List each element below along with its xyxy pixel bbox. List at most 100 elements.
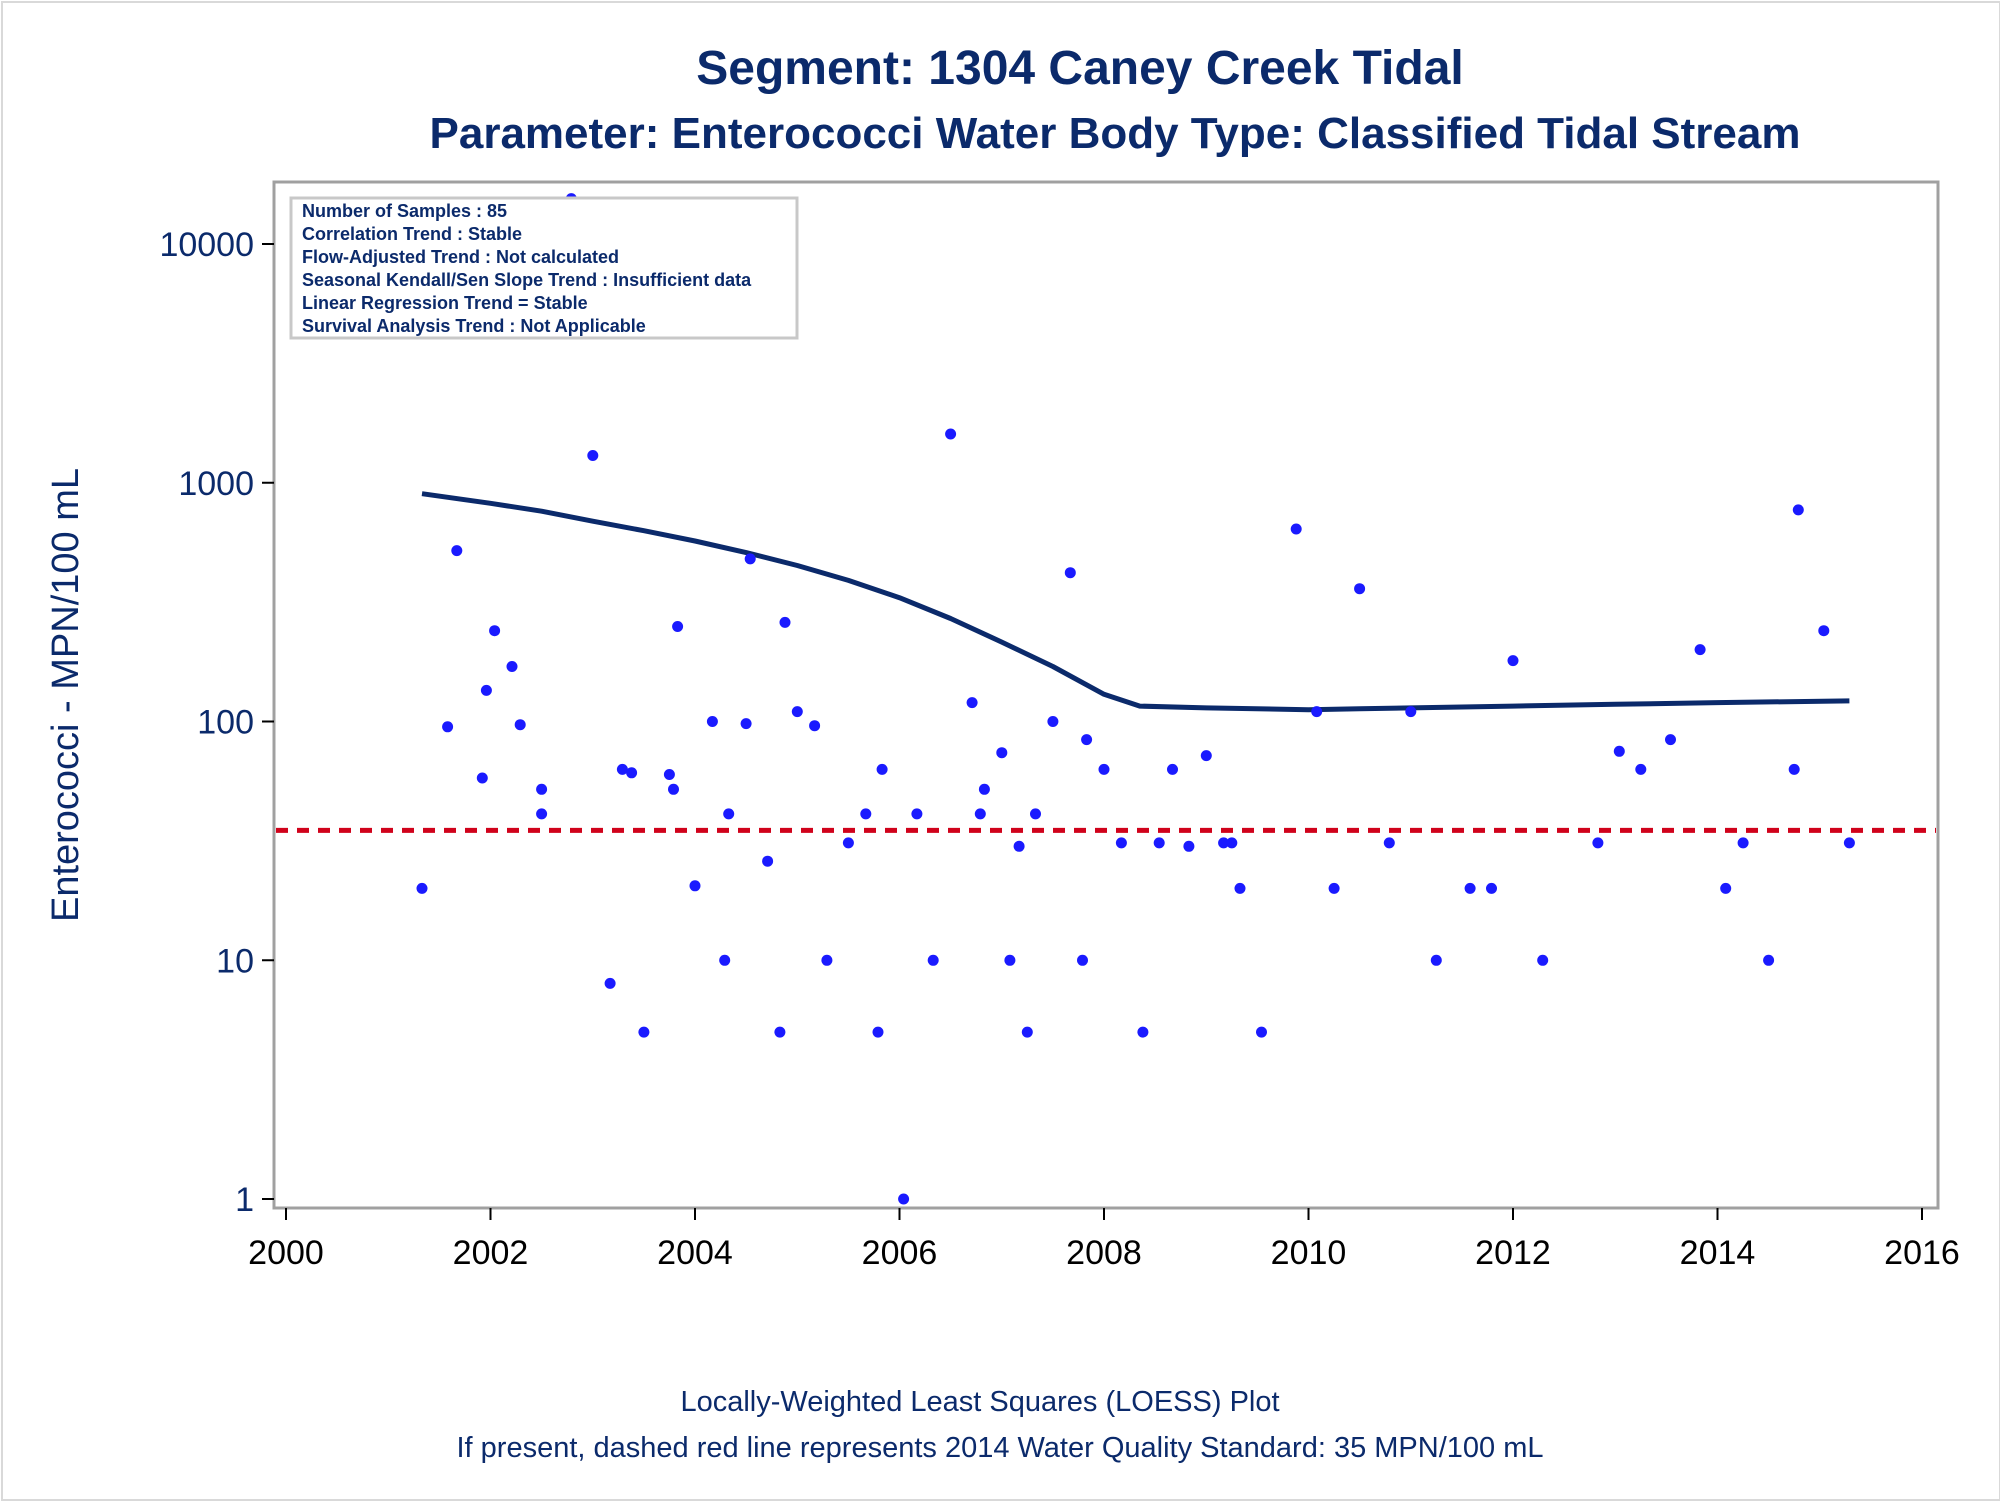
data-point — [927, 954, 939, 966]
data-point — [774, 1026, 786, 1038]
data-point — [604, 977, 616, 989]
data-point — [779, 616, 791, 628]
data-point — [616, 763, 628, 775]
data-point — [1763, 954, 1775, 966]
data-point — [1818, 625, 1830, 637]
plot-area — [272, 180, 1940, 1210]
data-point — [762, 855, 774, 867]
sample-points — [416, 193, 1855, 1205]
stats-line: Number of Samples : 85 — [302, 201, 507, 221]
data-point — [1383, 837, 1395, 849]
footnote-loess: Locally-Weighted Least Squares (LOESS) P… — [680, 1386, 1279, 1418]
data-point — [451, 545, 463, 557]
data-point — [719, 954, 731, 966]
data-point — [791, 706, 803, 718]
data-point — [996, 747, 1008, 759]
chart-subtitle: Parameter: Enterococci Water Body Type: … — [430, 109, 1801, 158]
footnote-standard: If present, dashed red line represents 2… — [456, 1432, 1543, 1464]
data-point — [842, 837, 854, 849]
data-point — [1098, 763, 1110, 775]
data-point — [809, 720, 821, 732]
x-tick-label: 2010 — [1271, 1234, 1347, 1272]
data-point — [1226, 837, 1238, 849]
data-point — [1064, 567, 1076, 579]
stats-line: Linear Regression Trend = Stable — [302, 293, 588, 313]
x-tick-label: 2000 — [248, 1234, 324, 1272]
data-point — [706, 716, 718, 727]
data-point — [1328, 882, 1340, 894]
data-point — [1464, 882, 1476, 894]
y-tick-label: 10 — [216, 942, 254, 980]
data-point — [668, 783, 679, 795]
data-point — [966, 697, 978, 709]
data-point — [876, 763, 888, 775]
data-point — [1843, 837, 1855, 849]
data-point — [898, 1193, 910, 1205]
data-point — [1013, 840, 1025, 852]
data-point — [480, 684, 492, 696]
x-axis: 2000 2002 2004 2006 2008 2010 2012 2014 2016 — [248, 1208, 1960, 1272]
stats-box-frame — [289, 196, 799, 340]
data-point — [587, 450, 599, 461]
data-point — [1486, 882, 1497, 894]
data-point — [1613, 745, 1625, 757]
data-point — [1694, 644, 1706, 656]
data-point — [1153, 837, 1165, 849]
data-point — [1354, 583, 1366, 595]
data-point — [1183, 840, 1195, 852]
data-point — [514, 719, 526, 731]
data-point — [1290, 523, 1302, 535]
data-point — [489, 625, 501, 637]
data-point — [1047, 716, 1059, 727]
data-point — [442, 721, 454, 733]
data-point — [911, 808, 923, 820]
data-point — [536, 808, 548, 820]
data-point — [476, 772, 488, 784]
data-point — [1592, 837, 1604, 849]
data-point — [1792, 504, 1804, 516]
data-point — [1737, 837, 1749, 849]
y-tick-label: 10000 — [159, 226, 254, 264]
data-point — [978, 783, 990, 795]
data-point — [1137, 1026, 1149, 1038]
x-tick-label: 2006 — [862, 1234, 938, 1272]
chart-title: Segment: 1304 Caney Creek Tidal — [696, 42, 1463, 95]
data-point — [1021, 1026, 1033, 1038]
x-tick-label: 2014 — [1680, 1234, 1756, 1272]
data-point — [1218, 837, 1230, 849]
data-point — [1430, 954, 1442, 966]
data-point — [740, 718, 752, 730]
y-tick-label: 100 — [197, 704, 254, 742]
data-point — [974, 808, 986, 820]
data-point — [1720, 882, 1732, 894]
stats-line: Correlation Trend : Stable — [302, 224, 522, 244]
x-tick-label: 2008 — [1066, 1234, 1142, 1272]
data-point — [723, 808, 735, 820]
data-point — [1234, 882, 1246, 894]
x-tick-label: 2012 — [1475, 1234, 1551, 1272]
data-point — [1635, 763, 1647, 775]
data-point — [536, 783, 548, 795]
data-point — [1115, 837, 1127, 849]
stats-line: Flow-Adjusted Trend : Not calculated — [302, 247, 619, 267]
data-point — [1405, 706, 1417, 718]
data-point — [1004, 954, 1016, 966]
y-axis: 1 10 100 1000 10000 — [159, 226, 274, 1219]
y-tick-label: 1000 — [178, 465, 254, 503]
stats-line: Survival Analysis Trend : Not Applicable — [302, 316, 646, 336]
data-point — [1311, 706, 1323, 718]
data-point — [1665, 734, 1676, 746]
stats-line: Seasonal Kendall/Sen Slope Trend : Insuf… — [302, 270, 752, 290]
y-axis-label: Enterococci - MPN/100 mL — [45, 468, 87, 922]
y-tick-label: 1 — [235, 1181, 254, 1219]
data-point — [1788, 763, 1800, 775]
data-point — [626, 767, 638, 779]
data-point — [860, 808, 872, 820]
data-point — [821, 954, 833, 966]
data-point — [1077, 954, 1088, 966]
data-point — [872, 1026, 884, 1038]
data-point — [1507, 655, 1519, 667]
data-point — [1081, 734, 1093, 746]
data-point — [744, 553, 756, 565]
